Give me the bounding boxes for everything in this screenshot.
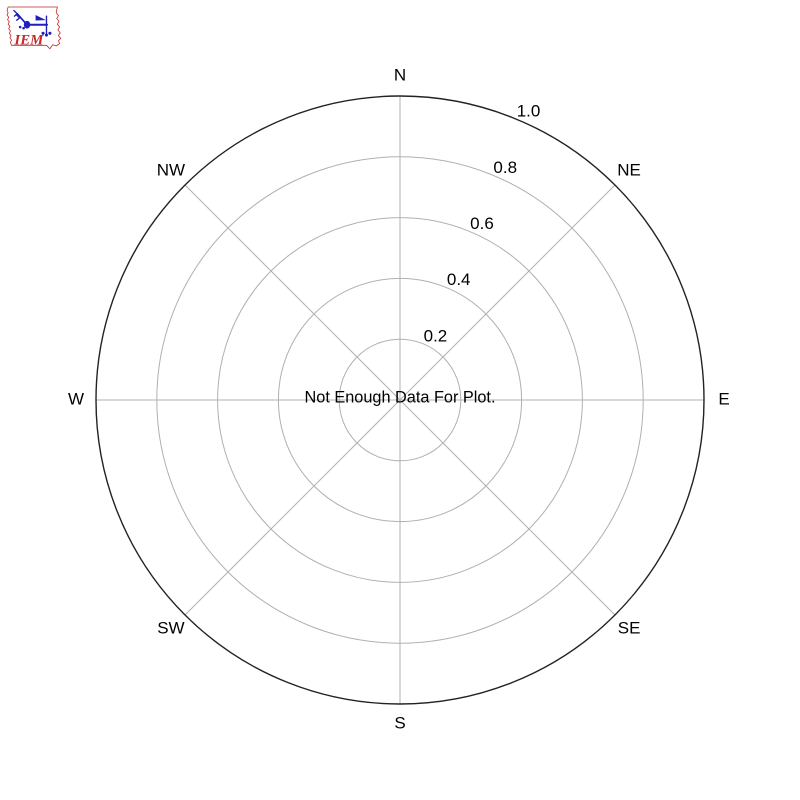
svg-text:0.6: 0.6 (470, 214, 494, 233)
svg-text:1.0: 1.0 (517, 102, 541, 121)
svg-text:N: N (394, 65, 406, 84)
svg-text:0.4: 0.4 (447, 270, 471, 289)
svg-text:W: W (68, 389, 84, 408)
svg-text:IEM: IEM (13, 33, 44, 49)
svg-text:NW: NW (157, 160, 185, 179)
svg-text:Not Enough Data For Plot.: Not Enough Data For Plot. (305, 388, 496, 406)
svg-text:NE: NE (617, 160, 641, 179)
svg-text:S: S (394, 713, 405, 732)
svg-text:SW: SW (157, 619, 184, 638)
svg-text:0.2: 0.2 (424, 326, 448, 345)
svg-text:E: E (718, 389, 729, 408)
svg-text:SE: SE (618, 619, 641, 638)
svg-text:0.8: 0.8 (493, 158, 517, 177)
